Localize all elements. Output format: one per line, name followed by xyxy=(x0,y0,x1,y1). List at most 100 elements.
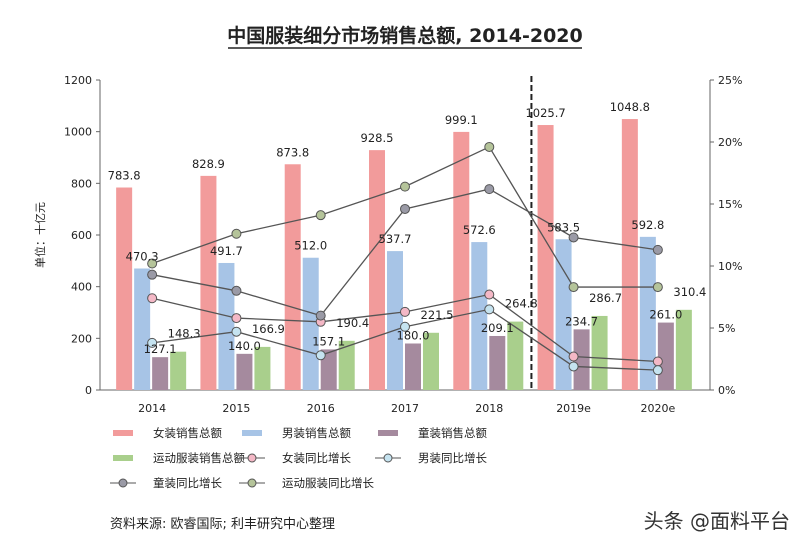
data-label: 264.8 xyxy=(505,297,538,311)
bar xyxy=(621,119,638,390)
y-tick-label: 200 xyxy=(71,332,92,345)
growth-marker xyxy=(484,141,495,152)
y-tick-label: 400 xyxy=(71,281,92,294)
bar xyxy=(302,257,319,390)
x-tick-label: 2014 xyxy=(138,402,166,415)
bar xyxy=(405,343,421,390)
bar xyxy=(284,164,301,390)
legend-item: 女装同比增长 xyxy=(239,451,351,465)
legend-item: 童装销售总额 xyxy=(378,426,487,440)
bar xyxy=(152,357,169,390)
data-label: 310.4 xyxy=(673,285,706,299)
data-label: 873.8 xyxy=(276,145,309,159)
bar xyxy=(320,349,337,390)
legend-swatch xyxy=(242,430,262,436)
bar xyxy=(489,335,506,390)
growth-marker xyxy=(147,293,158,304)
data-label: 999.1 xyxy=(445,113,478,127)
data-label: 491.7 xyxy=(210,244,243,258)
legend-label: 童装同比增长 xyxy=(153,476,222,490)
y2-tick-label: 0% xyxy=(718,384,735,397)
growth-marker xyxy=(652,365,663,376)
legend-item: 男装销售总额 xyxy=(242,426,351,440)
bar xyxy=(537,125,554,390)
legend-label: 女装销售总额 xyxy=(153,426,222,440)
growth-marker xyxy=(484,289,495,300)
bar xyxy=(471,242,488,390)
legend-label: 运动服装同比增长 xyxy=(282,476,374,490)
legend-marker xyxy=(383,453,393,463)
y2-tick-label: 15% xyxy=(718,198,742,211)
bar xyxy=(218,262,235,390)
legend-label: 童装销售总额 xyxy=(418,426,487,440)
growth-marker xyxy=(400,203,410,214)
legend-item: 童装同比增长 xyxy=(110,476,222,490)
legend-label: 运动服装销售总额 xyxy=(153,451,245,465)
data-label: 209.1 xyxy=(481,321,514,335)
bar xyxy=(423,332,439,390)
legend-label: 男装同比增长 xyxy=(418,451,487,465)
growth-marker xyxy=(652,244,663,255)
data-label: 592.8 xyxy=(631,218,664,232)
growth-marker xyxy=(652,282,663,293)
growth-marker xyxy=(147,337,158,348)
bar xyxy=(369,150,385,390)
growth-marker xyxy=(231,285,242,296)
x-tick-label: 2018 xyxy=(475,402,503,415)
chart-title: 中国服装细分市场销售总额, 2014-2020 xyxy=(227,24,582,47)
legend-label: 女装同比增长 xyxy=(282,451,351,465)
bar xyxy=(254,346,271,390)
data-label: 261.0 xyxy=(649,308,682,322)
y-axis-label: 单位：十亿元 xyxy=(33,202,47,268)
data-label: 783.8 xyxy=(108,169,141,183)
growth-marker xyxy=(400,306,410,317)
bar xyxy=(338,340,355,390)
legend-item: 运动服装销售总额 xyxy=(113,451,245,465)
growth-marker xyxy=(315,210,326,221)
data-label: 180.0 xyxy=(397,329,430,343)
data-label: 470.3 xyxy=(126,250,159,264)
data-label: 286.7 xyxy=(589,291,622,305)
data-label: 928.5 xyxy=(361,131,394,145)
source-note: 资料来源: 欧睿国际; 利丰研究中心整理 xyxy=(110,517,335,532)
bar xyxy=(639,236,656,390)
x-tick-label: 2017 xyxy=(391,402,419,415)
growth-marker xyxy=(315,350,326,361)
legend-marker xyxy=(118,478,128,488)
y-tick-label: 0 xyxy=(85,384,92,397)
y-tick-label: 600 xyxy=(71,229,92,242)
x-tick-label: 2020e xyxy=(640,402,675,415)
legend-marker xyxy=(247,453,257,463)
bar xyxy=(134,268,151,390)
bar xyxy=(170,351,187,390)
growth-marker xyxy=(400,321,410,332)
legend-swatch xyxy=(378,430,398,436)
data-label: 583.5 xyxy=(547,220,580,234)
growth-marker xyxy=(652,356,663,367)
bar xyxy=(453,131,470,390)
legend-swatch xyxy=(113,430,133,436)
data-label: 512.0 xyxy=(294,239,327,253)
data-label: 828.9 xyxy=(192,157,225,171)
y2-tick-label: 20% xyxy=(718,136,742,149)
growth-marker xyxy=(231,326,242,337)
x-tick-label: 2019e xyxy=(556,402,591,415)
bar xyxy=(116,187,133,390)
legend-item: 女装销售总额 xyxy=(113,426,222,440)
data-label: 127.1 xyxy=(144,342,177,356)
y2-tick-label: 25% xyxy=(718,74,742,87)
data-label: 221.5 xyxy=(421,308,454,322)
growth-marker xyxy=(147,258,158,269)
y2-tick-label: 5% xyxy=(718,322,735,335)
legend-swatch xyxy=(113,455,133,461)
bar xyxy=(387,251,403,390)
data-label: 140.0 xyxy=(228,339,261,353)
data-label: 166.9 xyxy=(252,322,285,336)
y-tick-label: 1000 xyxy=(64,126,92,139)
legend-label: 男装销售总额 xyxy=(282,426,351,440)
data-label: 1025.7 xyxy=(525,106,565,120)
growth-marker xyxy=(568,351,579,362)
data-label: 157.1 xyxy=(312,334,345,348)
growth-marker xyxy=(231,313,242,324)
